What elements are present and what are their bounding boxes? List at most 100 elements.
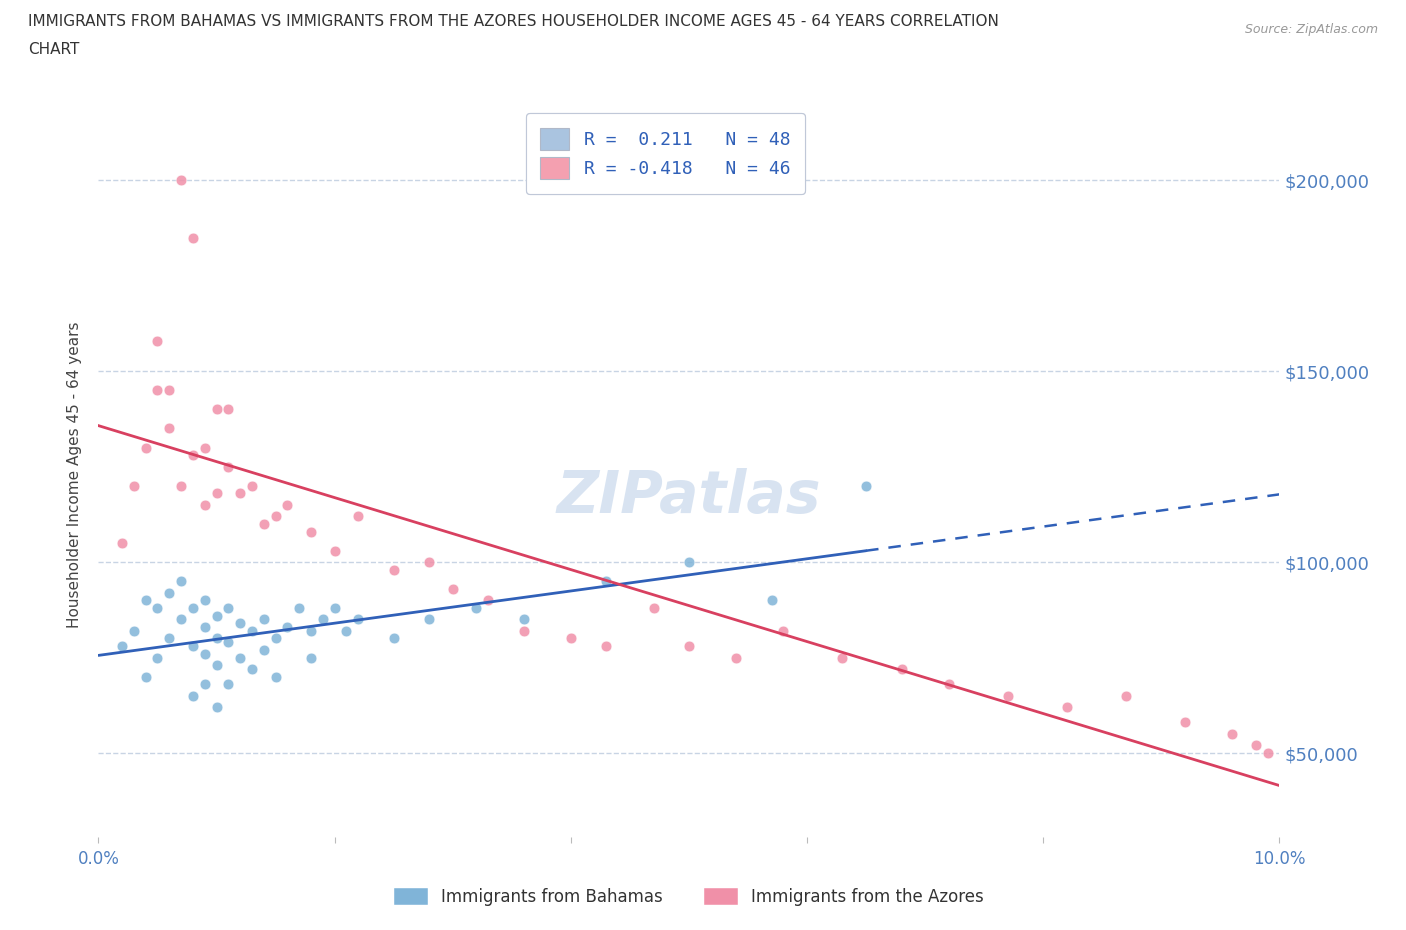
Point <box>146 601 169 616</box>
Point <box>194 498 217 512</box>
Point <box>678 639 700 654</box>
Point <box>111 536 134 551</box>
Point <box>276 619 298 634</box>
Point <box>194 619 217 634</box>
Point <box>135 592 157 607</box>
Point <box>761 592 783 607</box>
Point <box>299 623 322 638</box>
Point <box>122 478 145 493</box>
Point <box>240 623 263 638</box>
Point <box>205 658 228 672</box>
Point <box>512 612 534 627</box>
Point <box>1174 715 1197 730</box>
Point <box>170 478 193 493</box>
Point <box>217 635 239 650</box>
Point <box>678 554 700 569</box>
Point <box>181 601 204 616</box>
Point <box>135 670 157 684</box>
Point <box>299 650 322 665</box>
Point <box>595 639 617 654</box>
Point <box>299 525 322 539</box>
Point <box>217 402 239 417</box>
Point <box>111 639 134 654</box>
Point <box>146 383 169 398</box>
Point <box>264 509 287 524</box>
Point <box>465 601 488 616</box>
Point <box>1056 699 1078 714</box>
Point <box>157 421 180 436</box>
Point <box>890 661 912 676</box>
Point <box>1244 737 1267 752</box>
Point <box>312 612 335 627</box>
Point <box>194 677 217 692</box>
Point <box>253 643 276 658</box>
Point <box>323 543 346 558</box>
Text: IMMIGRANTS FROM BAHAMAS VS IMMIGRANTS FROM THE AZORES HOUSEHOLDER INCOME AGES 45: IMMIGRANTS FROM BAHAMAS VS IMMIGRANTS FR… <box>28 14 1000 29</box>
Point <box>253 516 276 531</box>
Point <box>170 612 193 627</box>
Point <box>725 650 748 665</box>
Point <box>264 631 287 646</box>
Point <box>288 601 311 616</box>
Point <box>205 402 228 417</box>
Point <box>772 623 794 638</box>
Point <box>418 554 440 569</box>
Point <box>418 612 440 627</box>
Point <box>855 478 877 493</box>
Point <box>170 173 193 188</box>
Point <box>347 612 370 627</box>
Point <box>157 383 180 398</box>
Point <box>643 601 665 616</box>
Point <box>194 440 217 455</box>
Point <box>382 563 405 578</box>
Point <box>229 650 252 665</box>
Point <box>157 631 180 646</box>
Point <box>240 661 263 676</box>
Point <box>441 581 464 596</box>
Point <box>205 631 228 646</box>
Point <box>1220 726 1243 741</box>
Point <box>170 574 193 589</box>
Text: Source: ZipAtlas.com: Source: ZipAtlas.com <box>1244 23 1378 36</box>
Point <box>122 623 145 638</box>
Point <box>323 601 346 616</box>
Point <box>347 509 370 524</box>
Point <box>181 230 204 245</box>
Point <box>205 699 228 714</box>
Point <box>382 631 405 646</box>
Point <box>229 616 252 631</box>
Point <box>595 574 617 589</box>
Point <box>217 601 239 616</box>
Point <box>560 631 582 646</box>
Legend: Immigrants from Bahamas, Immigrants from the Azores: Immigrants from Bahamas, Immigrants from… <box>388 881 990 912</box>
Point <box>240 478 263 493</box>
Point <box>217 677 239 692</box>
Point <box>229 486 252 501</box>
Point <box>938 677 960 692</box>
Point <box>512 623 534 638</box>
Point <box>831 650 853 665</box>
Point <box>181 639 204 654</box>
Point <box>1257 746 1279 761</box>
Point <box>194 592 217 607</box>
Point <box>477 592 499 607</box>
Point <box>205 486 228 501</box>
Point <box>146 333 169 348</box>
Legend: R =  0.211   N = 48, R = -0.418   N = 46: R = 0.211 N = 48, R = -0.418 N = 46 <box>526 113 804 193</box>
Point <box>157 585 180 600</box>
Point <box>264 670 287 684</box>
Point <box>194 646 217 661</box>
Point <box>276 498 298 512</box>
Point <box>181 447 204 462</box>
Text: ZIPatlas: ZIPatlas <box>557 468 821 525</box>
Point <box>146 650 169 665</box>
Point <box>1115 688 1137 703</box>
Point <box>205 608 228 623</box>
Point <box>335 623 357 638</box>
Y-axis label: Householder Income Ages 45 - 64 years: Householder Income Ages 45 - 64 years <box>67 321 83 628</box>
Point <box>135 440 157 455</box>
Point <box>253 612 276 627</box>
Point <box>217 459 239 474</box>
Point <box>997 688 1019 703</box>
Point <box>181 688 204 703</box>
